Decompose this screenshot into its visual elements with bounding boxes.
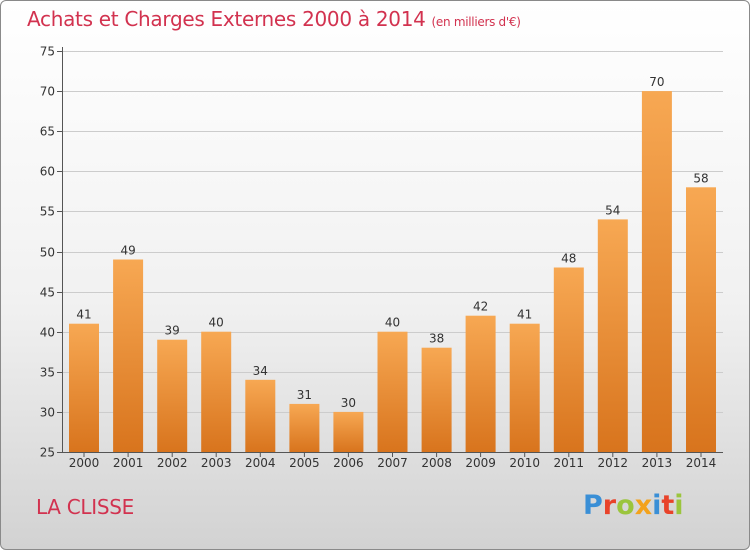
data-label-2013: 70 (649, 75, 664, 89)
y-tick-label: 75 (40, 45, 55, 59)
y-tick-label: 35 (40, 366, 55, 380)
x-tick-label: 2013 (642, 456, 673, 470)
data-label-2012: 54 (605, 203, 620, 217)
x-tick-label: 2008 (421, 456, 452, 470)
bar-2000 (69, 323, 99, 452)
x-tick-label: 2006 (333, 456, 364, 470)
x-tick-label: 2003 (201, 456, 232, 470)
bar-2006 (333, 411, 364, 452)
chart-title: Achats et Charges Externes 2000 à 2014 (e… (27, 7, 521, 31)
data-label-2005: 31 (297, 388, 312, 402)
bar-2001 (113, 259, 144, 452)
bar-2011 (553, 267, 584, 452)
place-name: LA CLISSE (36, 495, 134, 519)
data-label-2007: 40 (385, 316, 400, 330)
bars: 41 49 39 40 34 31 30 40 38 42 41 48 54 70 58 (69, 75, 716, 453)
x-tick-label: 2014 (686, 456, 717, 470)
x-tick-label: 2001 (113, 456, 144, 470)
proxiti-logo: Proxiti (583, 490, 684, 521)
bar-2010 (509, 323, 540, 452)
data-label-2003: 40 (209, 316, 224, 330)
logo-letter: i (652, 490, 662, 521)
bar-2004 (245, 379, 276, 452)
logo-letter: r (602, 490, 617, 521)
y-tick-label: 40 (40, 326, 55, 340)
data-label-2000: 41 (76, 308, 91, 322)
data-label-2011: 48 (561, 252, 576, 266)
bar-2007 (377, 331, 408, 452)
x-tick-label: 2004 (245, 456, 276, 470)
x-tick-label: 2010 (509, 456, 540, 470)
y-tick-label: 55 (40, 205, 55, 219)
y-tick-label: 65 (40, 125, 55, 139)
data-label-2010: 41 (517, 308, 532, 322)
x-tick-label: 2009 (465, 456, 496, 470)
data-label-2001: 49 (120, 244, 135, 258)
bar-2005 (289, 403, 320, 452)
bar-2008 (421, 347, 452, 452)
x-tick-label: 2007 (377, 456, 408, 470)
bar-2014 (686, 187, 716, 453)
x-tick-label: 2002 (157, 456, 188, 470)
data-label-2006: 30 (341, 396, 356, 410)
y-tick-label: 70 (40, 85, 55, 99)
data-label-2002: 39 (165, 324, 180, 338)
x-tick-label: 2000 (69, 456, 100, 470)
data-label-2004: 34 (253, 364, 268, 378)
bar-2003 (201, 331, 232, 452)
y-tick-label: 60 (40, 165, 55, 179)
chart-unit: (en milliers d'€) (431, 15, 521, 29)
chart-title-text: Achats et Charges Externes 2000 à 2014 (27, 7, 426, 31)
y-tick-label: 45 (40, 286, 55, 300)
data-label-2008: 38 (429, 332, 444, 346)
logo-letter: i (674, 490, 684, 521)
logo-letter: x (634, 490, 653, 521)
y-tick-label: 25 (40, 446, 55, 460)
bar-2013 (641, 91, 672, 452)
data-label-2014: 58 (693, 171, 708, 185)
data-label-2009: 42 (473, 300, 488, 314)
bar-2009 (465, 315, 496, 452)
logo-letter: t (661, 490, 675, 521)
x-tick-label: 2011 (554, 456, 585, 470)
logo-letter: o (616, 490, 635, 521)
bar-2012 (597, 219, 628, 452)
y-tick-label: 50 (40, 246, 55, 260)
y-tick-label: 30 (40, 406, 55, 420)
x-tick-label: 2005 (289, 456, 320, 470)
axes: 25 30 35 40 45 50 55 60 65 70 75 2000 2001 2002 2003 20… (40, 45, 723, 470)
logo-letter: P (583, 490, 603, 521)
x-tick-label: 2012 (598, 456, 629, 470)
bar-2002 (157, 339, 188, 452)
